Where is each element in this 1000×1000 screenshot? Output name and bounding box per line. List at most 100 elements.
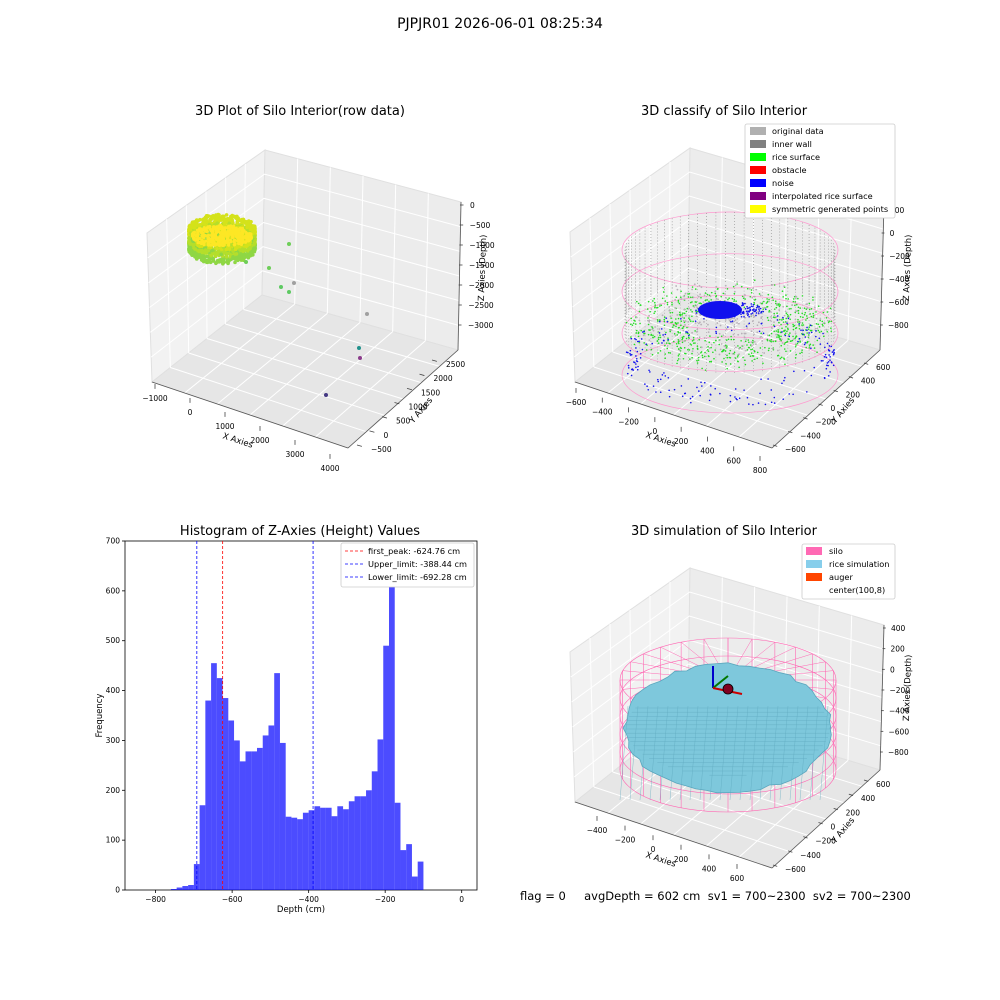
p1-point bbox=[206, 249, 211, 254]
p2-original-point bbox=[756, 331, 759, 334]
p1-point bbox=[250, 235, 255, 240]
p2-noise-point bbox=[827, 364, 829, 367]
p1-point bbox=[208, 224, 212, 229]
p2-noise-point bbox=[746, 312, 749, 314]
p4-y-tick-label: 600 bbox=[876, 780, 891, 789]
p1-point bbox=[190, 253, 195, 258]
p1-point bbox=[220, 230, 225, 234]
p1-point bbox=[252, 244, 257, 248]
p1-point bbox=[208, 225, 213, 230]
p2-rice-surface-point bbox=[728, 310, 731, 312]
p1-point bbox=[221, 227, 225, 231]
p2-rice-surface-point bbox=[783, 348, 786, 350]
p1-point bbox=[203, 215, 208, 220]
p1-point bbox=[238, 238, 243, 242]
p1-point bbox=[228, 251, 233, 255]
p2-noise-point bbox=[757, 306, 759, 308]
p1-point bbox=[206, 228, 210, 232]
p1-point bbox=[252, 249, 257, 254]
p1-point bbox=[206, 248, 211, 253]
p2-noise-point bbox=[741, 302, 744, 304]
p2-rice-surface-point bbox=[681, 336, 684, 339]
p2-original-point bbox=[777, 349, 779, 352]
p1-point bbox=[205, 224, 209, 229]
p2-original-point bbox=[676, 288, 679, 291]
p1-point bbox=[202, 220, 206, 224]
p1-point bbox=[220, 228, 224, 232]
p1-point bbox=[235, 250, 240, 255]
p2-rice-surface-point bbox=[748, 353, 750, 355]
p1-point bbox=[234, 232, 238, 236]
p1-point bbox=[237, 241, 241, 245]
p1-point bbox=[200, 228, 204, 233]
p4-rice-mesh-line bbox=[769, 705, 779, 801]
p2-original-point bbox=[782, 305, 785, 308]
p2-rice-surface-point bbox=[664, 357, 667, 359]
p1-point bbox=[208, 218, 212, 223]
p2-noise-point bbox=[787, 317, 790, 320]
p2-rice-surface-point bbox=[781, 327, 783, 330]
p1-point bbox=[196, 236, 200, 240]
p1-point bbox=[200, 238, 204, 242]
p1-point bbox=[216, 252, 221, 257]
p2-noise-point bbox=[718, 311, 721, 314]
p1-point bbox=[198, 247, 203, 251]
p2-noise-point bbox=[724, 310, 727, 312]
p2-rice-surface-point bbox=[760, 354, 762, 357]
p2-rice-surface-point bbox=[696, 310, 699, 313]
p2-original-point bbox=[707, 331, 710, 334]
p1-point bbox=[252, 229, 256, 234]
p1-point bbox=[202, 257, 207, 262]
p2-rice-surface-point bbox=[691, 286, 694, 288]
p2-noise-point bbox=[729, 308, 732, 311]
p1-point bbox=[187, 229, 191, 233]
p3-histogram-bar bbox=[325, 807, 332, 890]
p1-point bbox=[238, 238, 242, 242]
p2-rice-surface-point bbox=[825, 316, 828, 319]
p2-original-point bbox=[696, 306, 699, 309]
p2-rice-surface-point bbox=[706, 307, 708, 310]
p1-point bbox=[187, 231, 191, 236]
p1-point bbox=[219, 247, 223, 252]
p2-noise-point bbox=[715, 311, 717, 313]
p2-rice-surface-point bbox=[751, 360, 753, 362]
p2-rice-surface-point bbox=[633, 343, 636, 346]
p2-noise-point bbox=[734, 310, 737, 313]
p2-noise-point bbox=[826, 364, 828, 367]
p1-point bbox=[197, 241, 202, 246]
p1-point bbox=[213, 243, 218, 248]
p1-point bbox=[224, 233, 229, 238]
p1-point bbox=[208, 260, 213, 265]
p2-rice-surface-point bbox=[691, 356, 693, 359]
p2-noise-point bbox=[722, 306, 725, 309]
p2-original-point bbox=[648, 319, 651, 322]
p1-point bbox=[214, 240, 218, 245]
p2-y-tick-label: 600 bbox=[876, 363, 891, 372]
p2-noise-point bbox=[828, 350, 831, 352]
p1-point bbox=[208, 234, 213, 239]
p1-point bbox=[187, 230, 192, 235]
p1-point bbox=[224, 231, 228, 236]
p1-point bbox=[250, 227, 255, 231]
p1-point bbox=[212, 233, 217, 237]
p2-noise-point bbox=[803, 343, 806, 346]
p1-point bbox=[187, 241, 191, 246]
p1-point bbox=[188, 232, 192, 237]
p2-original-point bbox=[741, 348, 743, 350]
p2-noise-point bbox=[758, 310, 761, 312]
p1-point bbox=[227, 224, 232, 229]
p1-point bbox=[237, 228, 241, 232]
p1-y-tick bbox=[381, 416, 388, 419]
p1-point bbox=[190, 237, 195, 241]
p1-point bbox=[246, 234, 250, 239]
p1-point bbox=[220, 245, 225, 250]
p3-y-axis-label: Frequency bbox=[95, 694, 105, 738]
p1-point bbox=[230, 226, 235, 230]
p1-point bbox=[205, 234, 210, 239]
p1-point bbox=[236, 228, 241, 232]
p1-point bbox=[217, 247, 221, 252]
p1-point bbox=[190, 227, 194, 231]
p1-point bbox=[215, 243, 219, 247]
p1-point bbox=[234, 251, 239, 255]
p2-legend-swatch bbox=[750, 166, 766, 174]
